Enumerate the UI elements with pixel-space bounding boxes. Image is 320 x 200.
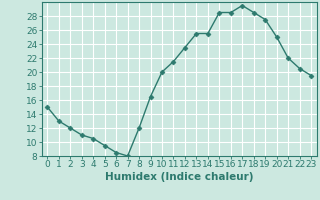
X-axis label: Humidex (Indice chaleur): Humidex (Indice chaleur) [105, 172, 253, 182]
